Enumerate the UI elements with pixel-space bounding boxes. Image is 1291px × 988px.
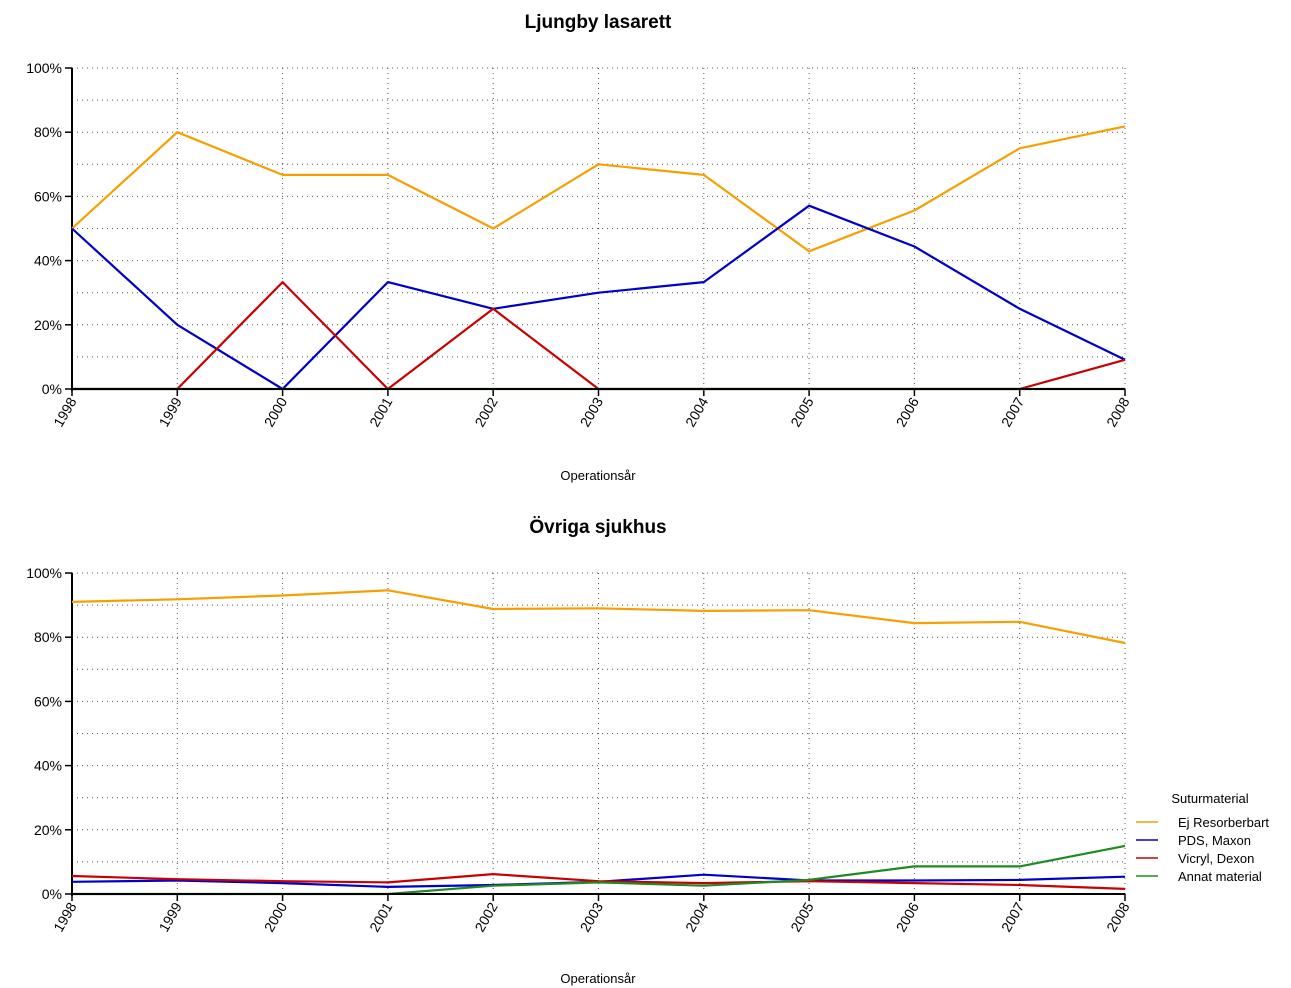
y-tick-label: 40%	[34, 253, 62, 269]
x-axis-label: Operationsår	[560, 971, 636, 986]
x-tick-label: 2006	[893, 899, 923, 934]
x-tick-label: 2006	[893, 394, 923, 429]
legend-item-label: Ej Resorberbart	[1178, 815, 1269, 830]
x-tick-label: 2001	[366, 394, 396, 429]
x-axis-label: Operationsår	[560, 468, 636, 483]
chart-panel-ljungby: Ljungby lasarett Operationsår 0% 20% 40% 60…	[26, 12, 1133, 483]
y-tick-label: 20%	[34, 822, 62, 838]
x-tick-label: 2008	[1103, 899, 1133, 934]
y-tick-label: 80%	[34, 629, 62, 645]
y-tick-label: 60%	[34, 693, 62, 709]
x-tick-label: 2007	[998, 394, 1028, 429]
series-line-vicryl-dexon	[71, 872, 1126, 890]
legend-title: Suturmaterial	[1171, 791, 1248, 806]
chart-title: Ljungby lasarett	[525, 12, 672, 33]
x-tick-label: 1998	[50, 899, 80, 934]
y-tick-label: 20%	[34, 317, 62, 333]
chart-title: Övriga sjukhus	[529, 517, 666, 538]
x-tick-label: 2002	[471, 394, 501, 429]
y-tick-label: 0%	[42, 381, 62, 397]
x-tick-label: 1999	[155, 899, 185, 934]
legend: Suturmaterial Ej Resorberbart PDS, Maxon V…	[1136, 791, 1269, 884]
y-tick-label: 100%	[26, 565, 62, 581]
x-tick-label: 2003	[577, 899, 607, 934]
legend-item-label: Annat material	[1178, 869, 1262, 884]
x-tick-label: 2003	[577, 394, 607, 429]
x-tick-label: 2000	[261, 394, 291, 429]
y-tick-label: 60%	[34, 188, 62, 204]
series-line-ej-resorberbart	[71, 589, 1126, 645]
x-tick-label: 2004	[682, 394, 712, 429]
x-tick-label: 2007	[998, 899, 1028, 934]
series-line-pds-maxon	[71, 204, 1126, 391]
x-tick-label: 2002	[471, 899, 501, 934]
legend-item-label: PDS, Maxon	[1178, 833, 1251, 848]
series-line-ej-resorberbart	[71, 125, 1126, 253]
legend-item-label: Vicryl, Dexon	[1178, 851, 1254, 866]
y-tick-label: 100%	[26, 60, 62, 76]
y-tick-label: 40%	[34, 758, 62, 774]
x-tick-label: 2004	[682, 899, 712, 934]
x-tick-label: 2005	[787, 394, 817, 429]
x-tick-label: 1999	[155, 394, 185, 429]
x-tick-label: 2001	[366, 899, 396, 934]
y-tick-label: 0%	[42, 886, 62, 902]
x-tick-label: 2005	[787, 899, 817, 934]
x-tick-label: 2008	[1103, 394, 1133, 429]
x-tick-label: 2000	[261, 899, 291, 934]
y-tick-label: 80%	[34, 124, 62, 140]
chart-panel-ovriga: Övriga sjukhus Operationsår 0% 20% 40% 60% 8…	[26, 517, 1133, 986]
x-tick-label: 1998	[50, 394, 80, 429]
